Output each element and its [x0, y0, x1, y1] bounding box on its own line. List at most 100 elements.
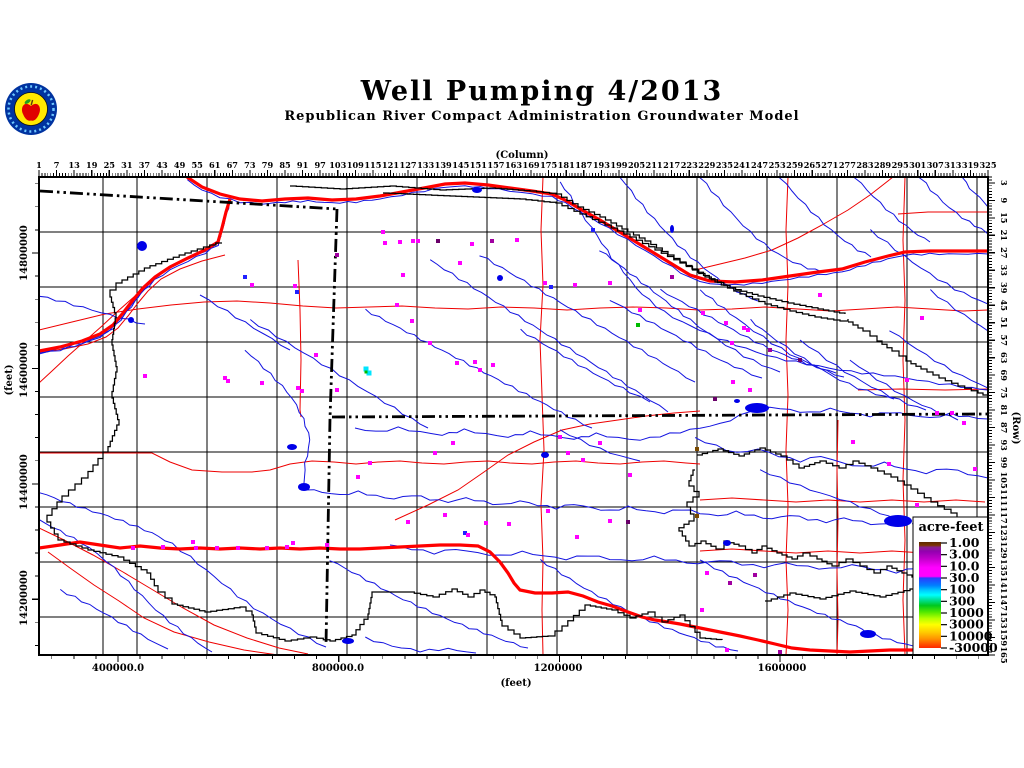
major-river-line — [186, 177, 988, 284]
well-cell — [410, 319, 414, 323]
well-cell — [558, 435, 562, 439]
x-axis-tick-label: 800000.0 — [312, 663, 364, 674]
highway-line — [39, 527, 309, 655]
river-line — [305, 489, 897, 526]
row-tick-label: 105 — [999, 472, 1009, 489]
river-line — [918, 177, 988, 235]
major-river-line — [39, 198, 232, 353]
column-tick-label: 283 — [856, 160, 873, 170]
well-cell — [851, 440, 855, 444]
column-tick-label: 67 — [227, 160, 239, 170]
y-axis-tick-label: 14200000 — [19, 570, 30, 626]
column-tick-label: 307 — [927, 160, 944, 170]
left-axis-label: (feet) — [4, 364, 15, 395]
lake-polygon — [287, 444, 297, 450]
well-cell — [383, 241, 387, 245]
row-tick-label: 9 — [999, 197, 1009, 203]
well-cell — [581, 458, 585, 462]
well-cell — [463, 531, 467, 535]
legend-group: acre-feet1.003.0010.030.0100300100030001… — [912, 516, 998, 656]
y-axis-tick-label: 14800000 — [19, 225, 30, 281]
column-tick-label: 163 — [505, 160, 522, 170]
well-cell — [478, 368, 482, 372]
y-axis-tick-label: 14400000 — [19, 454, 30, 510]
lake-polygon — [734, 399, 740, 403]
apple-icon — [21, 99, 41, 121]
column-tick-label: 43 — [156, 160, 168, 170]
lake-polygon — [342, 638, 354, 644]
row-tick-label: 159 — [999, 629, 1009, 646]
row-tick-label: 27 — [999, 247, 1009, 259]
column-tick-label: 319 — [962, 160, 979, 170]
river-lines-layer — [39, 177, 988, 654]
column-tick-label: 181 — [558, 160, 575, 170]
page-title: Well Pumping 4/2013 — [360, 76, 724, 107]
well-cell — [626, 520, 630, 524]
x-axis-tick-label: 400000.0 — [92, 663, 144, 674]
well-cell — [768, 348, 772, 352]
river-line — [389, 544, 986, 579]
well-cell — [473, 360, 477, 364]
well-cell — [950, 411, 954, 415]
column-tick-label: 97 — [314, 160, 326, 170]
column-tick-label: 205 — [628, 160, 645, 170]
well-cell — [546, 509, 550, 513]
well-cell — [920, 316, 924, 320]
row-tick-label: 39 — [999, 282, 1009, 294]
column-tick-label: 271 — [821, 160, 838, 170]
well-cell — [223, 376, 227, 380]
legend-entry-label: 3.00 — [949, 547, 980, 562]
well-cell — [293, 284, 297, 288]
column-tick-label: 115 — [364, 160, 381, 170]
legend-entry-label: 3000 — [949, 617, 984, 632]
row-tick-label: 51 — [999, 317, 1009, 328]
well-cell — [368, 461, 372, 465]
row-tick-label: 141 — [999, 577, 1009, 594]
lake-polygon — [137, 241, 147, 251]
well-cell — [695, 447, 699, 451]
well-cell — [250, 283, 254, 287]
model-boundary-line — [46, 242, 723, 642]
well-cell — [746, 328, 750, 332]
well-cell — [724, 321, 728, 325]
well-cell — [470, 242, 474, 246]
well-cell — [194, 546, 198, 550]
river-line — [520, 328, 651, 403]
column-tick-label: 109 — [347, 160, 364, 170]
highway-line — [836, 419, 839, 655]
well-cell — [670, 275, 674, 279]
well-cell — [226, 379, 230, 383]
well-cell — [628, 473, 632, 477]
page-subtitle: Republican River Compact Administration … — [284, 109, 799, 124]
state-border-line — [324, 208, 339, 646]
row-tick-label: 45 — [999, 300, 1009, 312]
well-cell — [705, 571, 709, 575]
column-tick-label: 127 — [400, 160, 417, 170]
column-tick-label: 151 — [470, 160, 487, 170]
model-boundary-line — [290, 185, 849, 322]
well-cell — [566, 451, 570, 455]
lake-polygon — [723, 540, 731, 546]
highway-line — [694, 177, 894, 271]
column-tick-label: 79 — [262, 160, 274, 170]
river-line — [889, 330, 988, 389]
row-tick-label: 129 — [999, 542, 1009, 559]
column-tick-label: 31 — [121, 160, 132, 170]
column-tick-label: 145 — [452, 160, 469, 170]
column-tick-label: 175 — [540, 160, 557, 170]
well-cell — [131, 546, 135, 550]
state-border-line — [39, 189, 338, 211]
lake-polygon — [860, 630, 876, 638]
well-cell — [887, 462, 891, 466]
lake-polygon — [745, 403, 769, 413]
legend-entry-label: -30000 — [949, 640, 998, 655]
well-cell — [713, 397, 717, 401]
well-cell — [401, 273, 405, 277]
well-cell — [575, 535, 579, 539]
well-cell — [455, 361, 459, 365]
well-cell — [935, 411, 939, 415]
legend-entry-label: 1000 — [949, 605, 984, 620]
column-tick-label: 289 — [874, 160, 891, 170]
row-tick-label: 147 — [999, 594, 1009, 611]
well-cell — [905, 378, 909, 382]
